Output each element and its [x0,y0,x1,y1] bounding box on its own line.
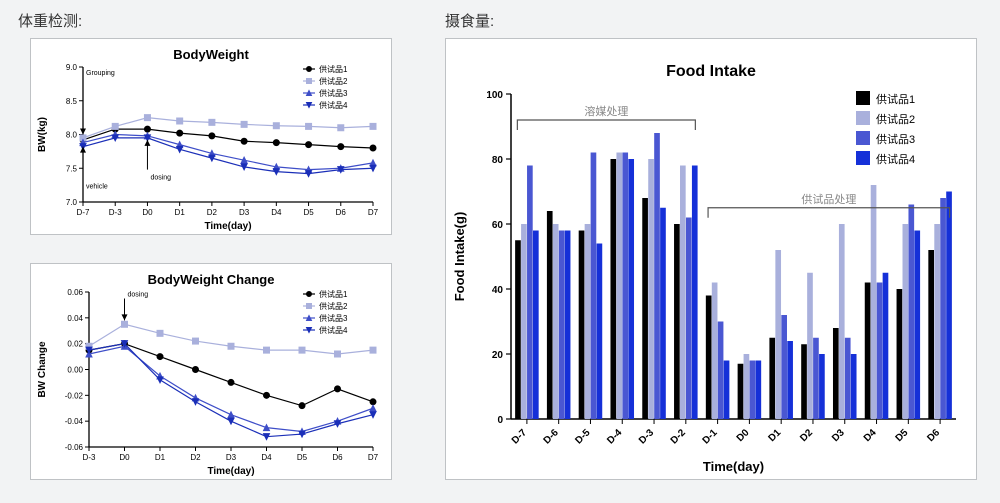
svg-text:dosing: dosing [150,175,171,182]
svg-text:供试品处理: 供试品处理 [801,192,856,206]
food-intake-panel: Food Intake 0 20 40 60 80 100 Time(day) Food Int… [445,38,977,480]
svg-text:供试品1: 供试品1 [319,289,348,299]
svg-text:D-6: D-6 [542,427,561,446]
right-section-title: 摄食量: [445,10,494,31]
svg-text:D2: D2 [798,427,815,444]
svg-text:Time(day): Time(day) [207,466,254,477]
svg-text:0.02: 0.02 [67,340,83,349]
svg-text:供试品4: 供试品4 [876,152,915,166]
svg-text:80: 80 [492,155,504,166]
svg-text:8.0: 8.0 [66,131,78,140]
svg-text:D7: D7 [368,453,379,462]
svg-text:供试品2: 供试品2 [319,76,348,86]
svg-text:D-3: D-3 [83,453,96,462]
svg-text:60: 60 [492,220,504,231]
svg-text:8.5: 8.5 [66,97,78,106]
svg-text:D4: D4 [862,427,879,444]
svg-text:D5: D5 [297,453,308,462]
left-section-title: 体重检测: [18,10,82,31]
svg-text:D2: D2 [190,453,201,462]
svg-text:0.00: 0.00 [67,366,83,375]
svg-text:vehicle: vehicle [86,183,108,190]
svg-text:D1: D1 [766,427,783,444]
svg-text:D-3: D-3 [109,208,122,217]
svg-text:供试品2: 供试品2 [876,112,915,126]
svg-text:100: 100 [486,90,503,101]
svg-text:D4: D4 [261,453,272,462]
svg-text:40: 40 [492,285,504,296]
svg-text:D5: D5 [303,208,314,217]
svg-text:D-3: D-3 [637,427,656,446]
svg-text:D7: D7 [368,208,379,217]
svg-text:D5: D5 [894,427,911,444]
svg-text:供试品1: 供试品1 [876,92,915,106]
svg-text:D-2: D-2 [669,427,688,446]
svg-text:BW Change: BW Change [37,341,48,398]
svg-text:供试品3: 供试品3 [319,88,348,98]
bodyweight-chart: BodyWeight 7.0 7.5 8.0 8.5 9.0 D-7 D-3 D0 D1 D2 D3 D… [31,39,391,234]
svg-text:BodyWeight Change: BodyWeight Change [148,272,275,287]
svg-text:供试品4: 供试品4 [319,100,348,110]
svg-text:D-5: D-5 [573,427,592,446]
svg-text:0: 0 [497,415,503,426]
svg-text:供试品2: 供试品2 [319,301,348,311]
svg-text:供试品3: 供试品3 [876,132,915,146]
svg-text:Time(day): Time(day) [204,221,251,232]
svg-text:D0: D0 [119,453,130,462]
svg-text:D2: D2 [207,208,218,217]
svg-text:BodyWeight: BodyWeight [173,47,249,62]
bodyweight-change-panel: BodyWeight Change -0.06 -0.04 -0.02 0.00 0.02… [30,263,392,480]
svg-text:Time(day): Time(day) [703,459,764,474]
bodyweight-panel: BodyWeight 7.0 7.5 8.0 8.5 9.0 D-7 D-3 D0 D1 D2 D3 D… [30,38,392,235]
svg-text:9.0: 9.0 [66,63,78,72]
svg-text:D3: D3 [239,208,250,217]
svg-text:7.0: 7.0 [66,198,78,207]
svg-text:D0: D0 [735,427,752,444]
svg-text:D0: D0 [142,208,153,217]
svg-text:D3: D3 [226,453,237,462]
svg-text:0.06: 0.06 [67,288,83,297]
svg-text:Food Intake(g): Food Intake(g) [452,212,467,302]
svg-text:-0.02: -0.02 [65,391,84,400]
svg-text:D-7: D-7 [77,208,90,217]
svg-text:Grouping: Grouping [86,70,115,77]
svg-text:BW(kg): BW(kg) [37,117,48,152]
svg-text:D-7: D-7 [510,427,529,446]
svg-text:20: 20 [492,350,504,361]
svg-text:供试品4: 供试品4 [319,325,348,335]
svg-text:D-1: D-1 [701,427,720,446]
svg-text:供试品3: 供试品3 [319,313,348,323]
svg-text:D6: D6 [336,208,347,217]
svg-text:dosing: dosing [128,291,149,298]
svg-text:-0.04: -0.04 [65,417,84,426]
svg-text:D1: D1 [155,453,166,462]
svg-text:0.04: 0.04 [67,314,83,323]
food-intake-chart: Food Intake 0 20 40 60 80 100 Time(day) Food Int… [446,39,976,479]
svg-text:-0.06: -0.06 [65,443,84,452]
svg-text:供试品1: 供试品1 [319,64,348,74]
svg-text:D6: D6 [332,453,343,462]
svg-text:D-4: D-4 [605,427,624,446]
bodyweight-change-chart: BodyWeight Change -0.06 -0.04 -0.02 0.00 0.02… [31,264,391,479]
svg-text:7.5: 7.5 [66,164,78,173]
svg-text:D6: D6 [925,427,942,444]
svg-text:Food Intake: Food Intake [666,63,756,80]
svg-text:溶媒处理: 溶媒处理 [584,104,628,118]
svg-text:D1: D1 [175,208,186,217]
page: 体重检测: 摄食量: BodyWeight 7.0 7.5 8.0 8.5 9.0 D-7 D… [0,0,1000,503]
svg-text:D3: D3 [830,427,847,444]
svg-text:D4: D4 [271,208,282,217]
